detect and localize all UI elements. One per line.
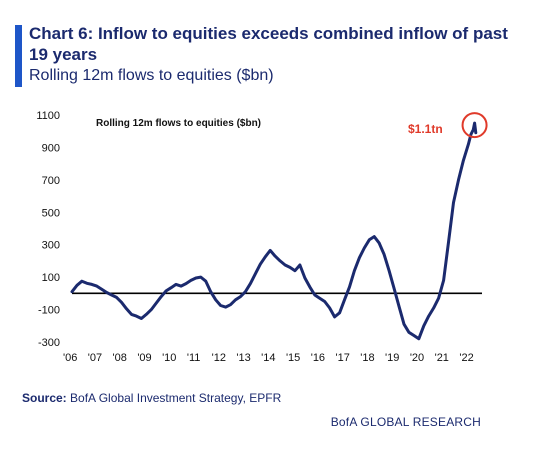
x-tick-label: '09 bbox=[137, 352, 151, 364]
x-tick-label: '06 bbox=[63, 352, 77, 364]
y-axis-ticks: 1100 900 700 500 300 100 -100 -300 bbox=[36, 110, 60, 349]
x-tick-label: '19 bbox=[385, 352, 399, 364]
x-tick-label: '16 bbox=[311, 352, 325, 364]
series-line bbox=[70, 121, 478, 341]
x-tick-label: '13 bbox=[236, 352, 250, 364]
y-tick-label: 900 bbox=[42, 142, 60, 154]
y-tick-label: 1100 bbox=[36, 110, 60, 122]
line-chart: 1100 900 700 500 300 100 -100 -300 '06 '07 '08 '09… bbox=[36, 110, 488, 364]
x-tick-label: '21 bbox=[435, 352, 449, 364]
y-tick-label: -300 bbox=[38, 337, 60, 349]
x-axis-ticks: '06 '07 '08 '09 '10 '11 '12 '13 '14 '15 '16 '17 '18 '… bbox=[63, 352, 474, 364]
source-label: Source: bbox=[22, 391, 67, 405]
y-tick-label: 300 bbox=[42, 240, 60, 252]
x-tick-label: '12 bbox=[212, 352, 226, 364]
source-note: Source: BofA Global Investment Strategy,… bbox=[22, 391, 281, 405]
x-tick-label: '11 bbox=[187, 352, 201, 364]
title-accent-bar bbox=[15, 25, 22, 87]
x-tick-label: '14 bbox=[261, 352, 275, 364]
peak-annotation: $1.1tn bbox=[408, 122, 443, 136]
peak-highlight-circle bbox=[461, 112, 488, 139]
x-tick-label: '17 bbox=[336, 352, 350, 364]
x-tick-label: '10 bbox=[162, 352, 176, 364]
chart-subtitle: Rolling 12m flows to equities ($bn) bbox=[29, 67, 274, 84]
x-tick-label: '15 bbox=[286, 352, 300, 364]
x-tick-label: '22 bbox=[459, 352, 473, 364]
source-text: BofA Global Investment Strategy, EPFR bbox=[70, 391, 282, 405]
x-tick-label: '18 bbox=[360, 352, 374, 364]
x-tick-label: '08 bbox=[113, 352, 127, 364]
y-tick-label: 500 bbox=[42, 207, 60, 219]
chart-title: Chart 6: Inflow to equities exceeds comb… bbox=[29, 24, 508, 64]
y-tick-label: 100 bbox=[42, 272, 60, 284]
brand-footer: BofA GLOBAL RESEARCH bbox=[330, 415, 481, 429]
y-tick-label: 700 bbox=[42, 175, 60, 187]
x-tick-label: '20 bbox=[410, 352, 424, 364]
y-tick-label: -100 bbox=[38, 305, 60, 317]
inner-chart-label: Rolling 12m flows to equities ($bn) bbox=[96, 118, 261, 129]
x-tick-label: '07 bbox=[88, 352, 102, 364]
